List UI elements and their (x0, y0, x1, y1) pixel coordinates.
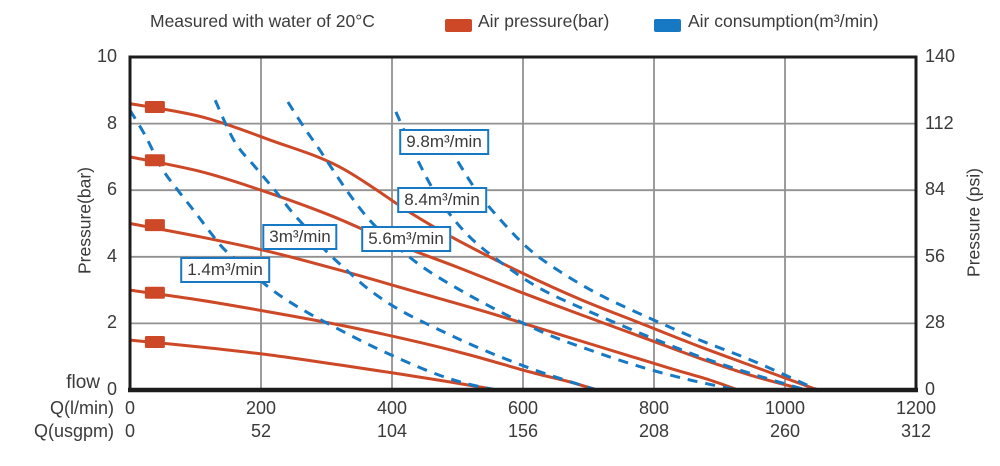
chart-title: Measured with water of 20°C (150, 11, 375, 31)
air-consumption-curve (394, 111, 807, 392)
y-left-tick: 8 (106, 113, 117, 133)
y-right-tick: 0 (925, 379, 936, 399)
curve-start-marker (144, 100, 165, 113)
air-pressure-curve (129, 222, 739, 392)
curve-label: 1.4m³/min (180, 257, 270, 283)
curve-label: 8.4m³/min (397, 187, 487, 213)
x-tick-usgpm: 0 (124, 421, 135, 441)
curve-start-marker (144, 219, 165, 232)
x-tick-lmin: 800 (638, 398, 670, 418)
curve-label: 3m³/min (262, 224, 338, 250)
x-tick-usgpm: 104 (376, 421, 408, 441)
y-left-tick: 10 (96, 46, 117, 66)
x-tick-usgpm: 260 (769, 421, 801, 441)
air-consumption-curve (128, 109, 498, 392)
x-axis-row-name-usgpm: Q(usgpm) (33, 421, 114, 441)
y-left-tick: 0 (106, 379, 117, 399)
air-consumption-legend-label: Air consumption(m³/min) (688, 11, 879, 31)
air-pressure-curve (129, 155, 807, 392)
x-axis-row-name-lmin: Q(l/min) (50, 398, 114, 418)
curve-label: 9.8m³/min (399, 129, 489, 155)
x-tick-lmin: 1200 (895, 398, 937, 418)
y-right-tick: 112 (925, 113, 954, 133)
x-tick-lmin: 600 (507, 398, 539, 418)
y-right-tick: 140 (925, 46, 956, 66)
x-tick-usgpm: 312 (900, 421, 932, 441)
curve-label: 5.6m³/min (361, 226, 451, 252)
y-left-tick: 6 (106, 179, 117, 199)
x-tick-lmin: 200 (245, 398, 277, 418)
y-right-tick: 56 (925, 246, 946, 266)
x-tick-usgpm: 156 (507, 421, 539, 441)
air-consumption-curve (438, 129, 819, 392)
y-axis-right-title: Pressure (psi) (963, 168, 984, 277)
air-consumption-legend-swatch (654, 19, 681, 32)
y-left-tick: 4 (106, 246, 117, 266)
air-consumption-curve (286, 101, 739, 392)
air-pressure-curve (129, 288, 598, 392)
y-right-tick: 28 (925, 312, 946, 332)
air-pressure-legend-label: Air pressure(bar) (478, 11, 610, 31)
y-left-tick: 2 (106, 312, 117, 332)
curve-start-marker (144, 286, 165, 299)
x-tick-usgpm: 208 (638, 421, 670, 441)
x-tick-lmin: 400 (376, 398, 408, 418)
curve-start-marker (144, 336, 165, 349)
x-tick-lmin: 1000 (764, 398, 806, 418)
x-tick-lmin: 0 (124, 398, 135, 418)
curve-start-marker (144, 154, 165, 167)
y-right-tick: 84 (925, 179, 946, 199)
flow-corner-label: flow (66, 372, 100, 393)
air-pressure-curve (129, 102, 819, 392)
x-tick-usgpm: 52 (250, 421, 272, 441)
air-pressure-legend-swatch (445, 19, 472, 32)
